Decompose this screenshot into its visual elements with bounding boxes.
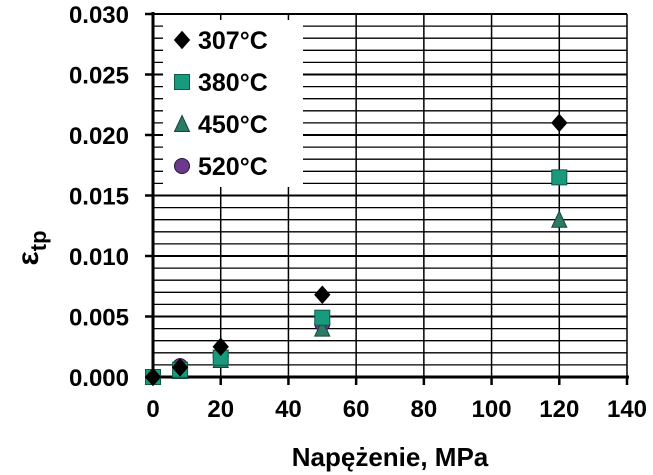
data-point (550, 210, 568, 228)
data-point (171, 358, 189, 377)
data-point (314, 309, 331, 326)
ticks: 0.000 0.005 0.010 0.015 0.020 0.025 0.030 0 20 40… (69, 2, 647, 423)
data-point (313, 318, 331, 337)
legend-marker (173, 114, 191, 132)
legend-label: 380°C (198, 69, 268, 97)
legend-marker (174, 74, 190, 90)
x-tick-label: 0 (146, 396, 159, 423)
legend: 307°C 380°C 450°C 520°C (163, 20, 303, 187)
svg-text:εtp: εtp (12, 230, 51, 265)
legend-marker (173, 30, 191, 50)
y-tick-label: 0.015 (69, 184, 129, 211)
x-tick-label: 40 (275, 396, 302, 423)
y-axis-title: εtp (12, 230, 51, 265)
legend-label: 307°C (198, 27, 268, 55)
y-tick-label: 0.025 (69, 63, 129, 90)
y-tick-label: 0.005 (69, 305, 129, 332)
legend-label: 520°C (198, 153, 268, 181)
x-tick-label: 120 (539, 396, 579, 423)
x-tick-label: 20 (207, 396, 234, 423)
x-axis-title: Napężenie, MPa (292, 442, 489, 472)
data-point (212, 337, 229, 357)
grid (152, 13, 628, 378)
y-tick-label: 0.030 (69, 2, 129, 29)
legend-box (163, 20, 303, 187)
data-point (144, 367, 162, 387)
y-tick-label: 0.020 (69, 123, 129, 150)
legend-label: 450°C (198, 111, 268, 139)
x-tick-label: 60 (343, 396, 370, 423)
data-point (551, 169, 568, 186)
y-axis-title-sub: tp (26, 230, 51, 251)
data-point (551, 113, 568, 133)
legend-marker (174, 158, 190, 174)
y-tick-label: 0.010 (69, 244, 129, 271)
x-tick-label: 140 (607, 396, 647, 423)
y-tick-label: 0.000 (69, 365, 129, 392)
data-point (314, 285, 331, 304)
y-axis-title-main: ε (12, 251, 45, 265)
x-tick-label: 80 (411, 396, 438, 423)
data-points (144, 113, 568, 387)
x-tick-label: 100 (472, 396, 512, 423)
